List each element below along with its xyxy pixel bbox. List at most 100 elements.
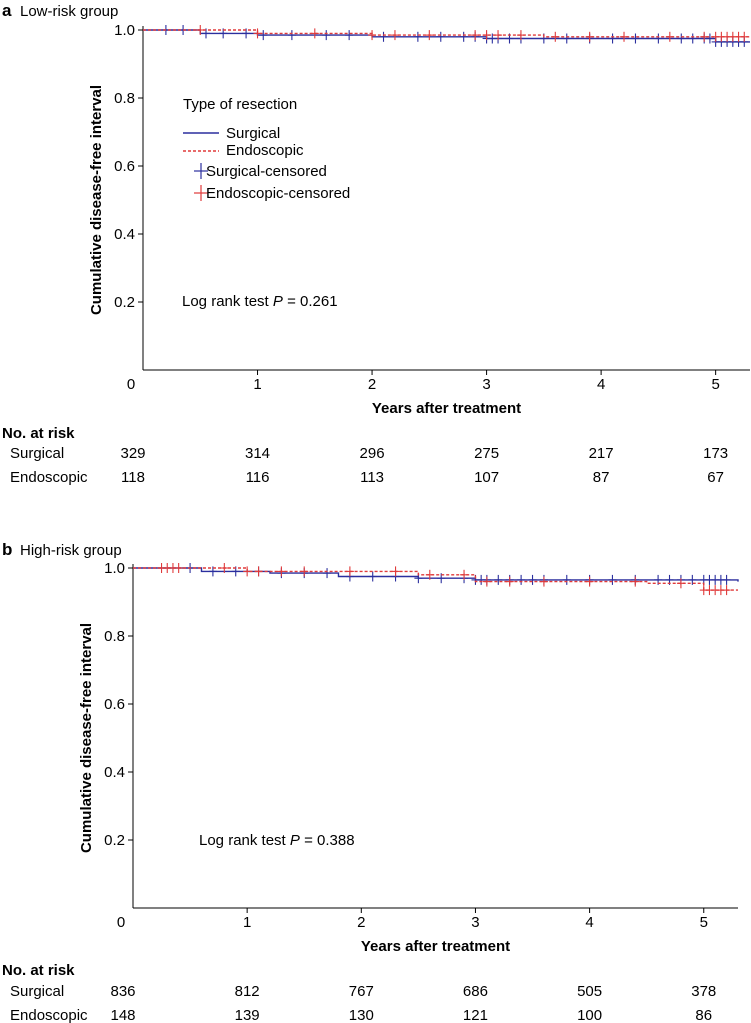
x-tick-label: 5 [711, 376, 719, 393]
endoscopic-censor-mark [220, 563, 229, 573]
endoscopic-censor-mark [300, 566, 309, 577]
x-tick-label: 3 [482, 376, 490, 393]
endoscopic-censor-mark [700, 31, 709, 42]
risk-value: 812 [235, 983, 260, 1000]
endoscopic-censor-mark [482, 30, 491, 41]
x-tick-label: 1 [253, 376, 261, 393]
y-tick-label: 0.4 [114, 226, 135, 243]
x-axis-title: Years after treatment [372, 400, 521, 417]
risk-value: 148 [110, 1007, 135, 1023]
y-tick-label: 1.0 [114, 22, 135, 39]
surgical-censor-mark [368, 571, 377, 582]
panel-letter: a [2, 1, 12, 20]
risk-value: 314 [245, 445, 270, 462]
endoscopic-censor-mark [243, 566, 252, 577]
endoscopic-censor-mark [471, 30, 480, 41]
risk-value: 118 [121, 469, 145, 486]
endoscopic-censor-mark [482, 576, 491, 587]
y-tick-label: 0.2 [114, 294, 135, 311]
risk-value: 86 [695, 1007, 712, 1023]
surgical-censor-mark [322, 30, 331, 41]
endoscopic-censor-mark [505, 576, 514, 587]
surgical-censor-mark [413, 31, 422, 42]
surgical-censor-mark [688, 33, 697, 44]
surgical-censor-mark [631, 33, 640, 44]
risk-table: No. at risk Surgical 329 314 296 275 217 173 End… [2, 425, 728, 486]
endoscopic-censor-mark [368, 30, 377, 41]
risk-value: 139 [235, 1007, 260, 1023]
risk-value: 67 [707, 469, 724, 486]
y-axis-title: Cumulative disease-free interval [78, 623, 95, 853]
y-tick-label: 0.4 [104, 764, 125, 781]
endoscopic-censor-mark [551, 31, 560, 42]
risk-value: 296 [360, 445, 385, 462]
panel-b: b High-risk group 0.2 0.4 0.6 0.8 1.0 0 1 2 3 4 5 Yea… [2, 540, 739, 1023]
risk-table-header: No. at risk [2, 425, 75, 442]
endoscopic-censor-mark [665, 31, 674, 42]
surgical-censor-mark [608, 574, 617, 585]
surgical-censor-mark [345, 30, 354, 41]
x-tick-label: 2 [368, 376, 376, 393]
surgical-censor-mark [517, 574, 526, 585]
surgical-censor-mark [722, 574, 731, 585]
y-tick-label: 0.6 [114, 158, 135, 175]
x-tick-label: 4 [585, 914, 593, 931]
risk-value: 686 [463, 983, 488, 1000]
endoscopic-censor-mark [253, 28, 262, 39]
y-tick-label: 0.8 [114, 90, 135, 107]
endoscopic-censor-mark [390, 30, 399, 41]
risk-row-label: Surgical [10, 983, 64, 1000]
legend-endoscopic-censored-marker [194, 185, 208, 201]
legend-endoscopic-label: Endoscopic [226, 142, 304, 159]
risk-value: 121 [463, 1007, 488, 1023]
risk-value: 378 [691, 983, 716, 1000]
endoscopic-censor-mark [722, 585, 731, 596]
risk-value: 505 [577, 983, 602, 1000]
endoscopic-censor-mark [539, 576, 548, 587]
endoscopic-censor-mark [174, 563, 183, 573]
surgical-censor-mark [688, 574, 697, 585]
surgical-censor-mark [323, 568, 332, 579]
risk-row-label: Endoscopic [10, 469, 88, 486]
x-tick-label: 0 [117, 914, 125, 931]
endoscopic-censor-mark [310, 28, 319, 39]
endoscopic-censor-mark [494, 30, 503, 41]
surgical-censor-mark [259, 30, 268, 41]
surgical-censor-mark [677, 33, 686, 44]
legend-endoscopic-censored-label: Endoscopic-censored [206, 185, 350, 202]
risk-value: 113 [360, 469, 384, 486]
x-tick-label: 2 [357, 914, 365, 931]
endoscopic-censor-mark [676, 578, 685, 589]
endoscopic-censor-mark [345, 566, 354, 577]
x-tick-label: 3 [471, 914, 479, 931]
surgical-censor-mark [705, 33, 714, 44]
surgical-censor-mark [654, 33, 663, 44]
endoscopic-censor-mark [585, 576, 594, 587]
panel-title: High-risk group [20, 542, 122, 559]
legend-title: Type of resection [183, 96, 297, 113]
risk-value: 275 [474, 445, 499, 462]
surgical-survival-curve [133, 567, 739, 582]
panel-title: Low-risk group [20, 3, 118, 20]
endoscopic-censor-mark [425, 569, 434, 580]
x-tick-label: 5 [700, 914, 708, 931]
legend-surgical-label: Surgical [226, 125, 280, 142]
risk-value: 107 [474, 469, 499, 486]
surgical-censor-mark [208, 566, 217, 577]
risk-row-label: Endoscopic [10, 1007, 88, 1023]
endoscopic-censor-mark [460, 569, 469, 580]
endoscopic-censor-mark [254, 566, 263, 577]
y-tick-label: 0.8 [104, 628, 125, 645]
risk-value: 173 [703, 445, 728, 462]
y-tick-label: 1.0 [104, 560, 125, 577]
surgical-censor-mark [562, 574, 571, 585]
x-axis-title: Years after treatment [361, 938, 510, 955]
surgical-censor-mark [379, 31, 388, 42]
log-rank-annotation: Log rank test P = 0.388 [199, 832, 355, 849]
endoscopic-censor-mark [516, 30, 525, 41]
y-tick-label: 0.6 [104, 696, 125, 713]
surgical-censor-mark [242, 28, 251, 39]
endoscopic-censor-mark [585, 31, 594, 42]
